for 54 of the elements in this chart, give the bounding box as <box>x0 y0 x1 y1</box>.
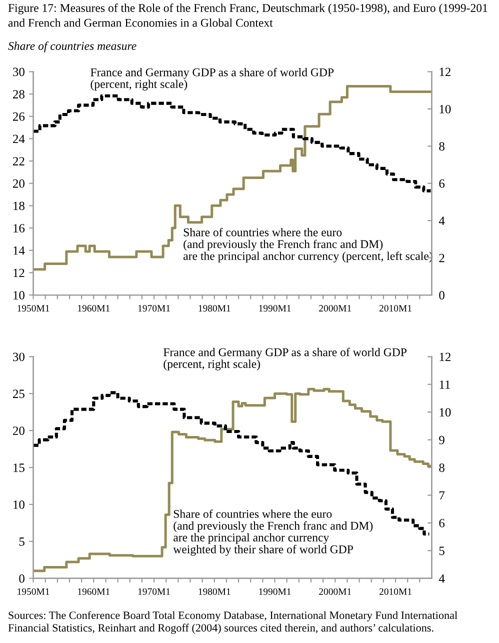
y-tick-label: 30 <box>13 352 24 362</box>
y2-tick-label: 4 <box>438 574 445 583</box>
x-tick-label: 1950M1 <box>18 305 50 312</box>
y2-tick-label: 10 <box>440 408 451 417</box>
chart-title: Figure 17: Measures of the Role of the French Franc, Deutschmark (1950-1998), and Euro (1999-201 and French and German Economies in a Global Context <box>8 4 488 27</box>
y2-tick-label: 6 <box>439 179 445 188</box>
x-tick-label: 2010M1 <box>379 588 412 595</box>
y2-tick-label: 0 <box>439 291 444 300</box>
y-tick-label: 26 <box>13 112 25 121</box>
x-tick-label: 1960M1 <box>78 588 110 595</box>
series-label: France and Germany GDP as a share of world GDP (percent, right scale) <box>90 68 334 90</box>
y2-tick-label: 4 <box>438 216 445 225</box>
y-tick-label: 5 <box>19 538 24 546</box>
x-tick-label: 1990M1 <box>259 588 291 595</box>
y2-tick-label: 8 <box>439 142 444 151</box>
source-note: Sources: The Conference Board Total Economy Database, International Monetary Fund International Financial Statistics, Reinhart and Rogoff (2004) sources cited therein, and authors’ calculations. <box>8 611 458 634</box>
y-tick-label: 30 <box>13 68 24 76</box>
y-tick-label: 15 <box>14 464 24 472</box>
y2-tick-label: 9 <box>439 436 444 444</box>
x-tick-label: 1970M1 <box>138 588 170 595</box>
y-tick-label: 20 <box>13 179 24 188</box>
series-label: Share of countries where the euro (and previously the French franc and DM) are the principal anchor currency weighted by their share of world GDP <box>173 509 373 556</box>
y-tick-label: 16 <box>14 224 25 232</box>
y2-tick-label: 7 <box>440 491 445 500</box>
y-tick-label: 12 <box>14 268 24 278</box>
text: France and Germany GDP as a share of world GDP (percent, right scale) <box>164 348 407 370</box>
x-tick-label: 2000M1 <box>319 305 352 312</box>
x-tick-label: 1980M1 <box>198 588 230 595</box>
y-tick-label: 10 <box>14 291 24 300</box>
y-tick-label: 24 <box>13 134 25 144</box>
y2-tick-label: 2 <box>439 254 444 262</box>
x-tick-label: 1970M1 <box>138 305 170 312</box>
y-tick-label: 18 <box>14 202 24 210</box>
y-tick-label: 0 <box>19 574 24 583</box>
y-tick-label: 22 <box>13 157 24 166</box>
y-tick-label: 14 <box>14 246 25 255</box>
y-tick-label: 10 <box>14 500 24 509</box>
y2-tick-label: 12 <box>440 352 450 362</box>
x-tick-label: 1960M1 <box>78 305 110 312</box>
y2-tick-label: 12 <box>440 68 450 76</box>
x-tick-label: 1980M1 <box>198 305 230 312</box>
y2-tick-label: 5 <box>439 546 444 556</box>
y2-tick-label: 6 <box>439 518 445 528</box>
y2-tick-label: 11 <box>440 380 450 389</box>
x-tick-label: 2010M1 <box>379 305 412 312</box>
x-tick-label: 1990M1 <box>259 305 291 312</box>
y2-tick-label: 8 <box>439 464 444 472</box>
y-tick-label: 28 <box>13 90 24 98</box>
y2-tick-label: 10 <box>440 104 451 114</box>
x-tick-label: 1950M1 <box>18 588 50 595</box>
chart-subtitle: Share of countries measure <box>8 42 136 52</box>
y-tick-label: 20 <box>13 426 24 436</box>
y-tick-label: 25 <box>13 390 24 398</box>
x-tick-label: 2000M1 <box>319 588 352 595</box>
